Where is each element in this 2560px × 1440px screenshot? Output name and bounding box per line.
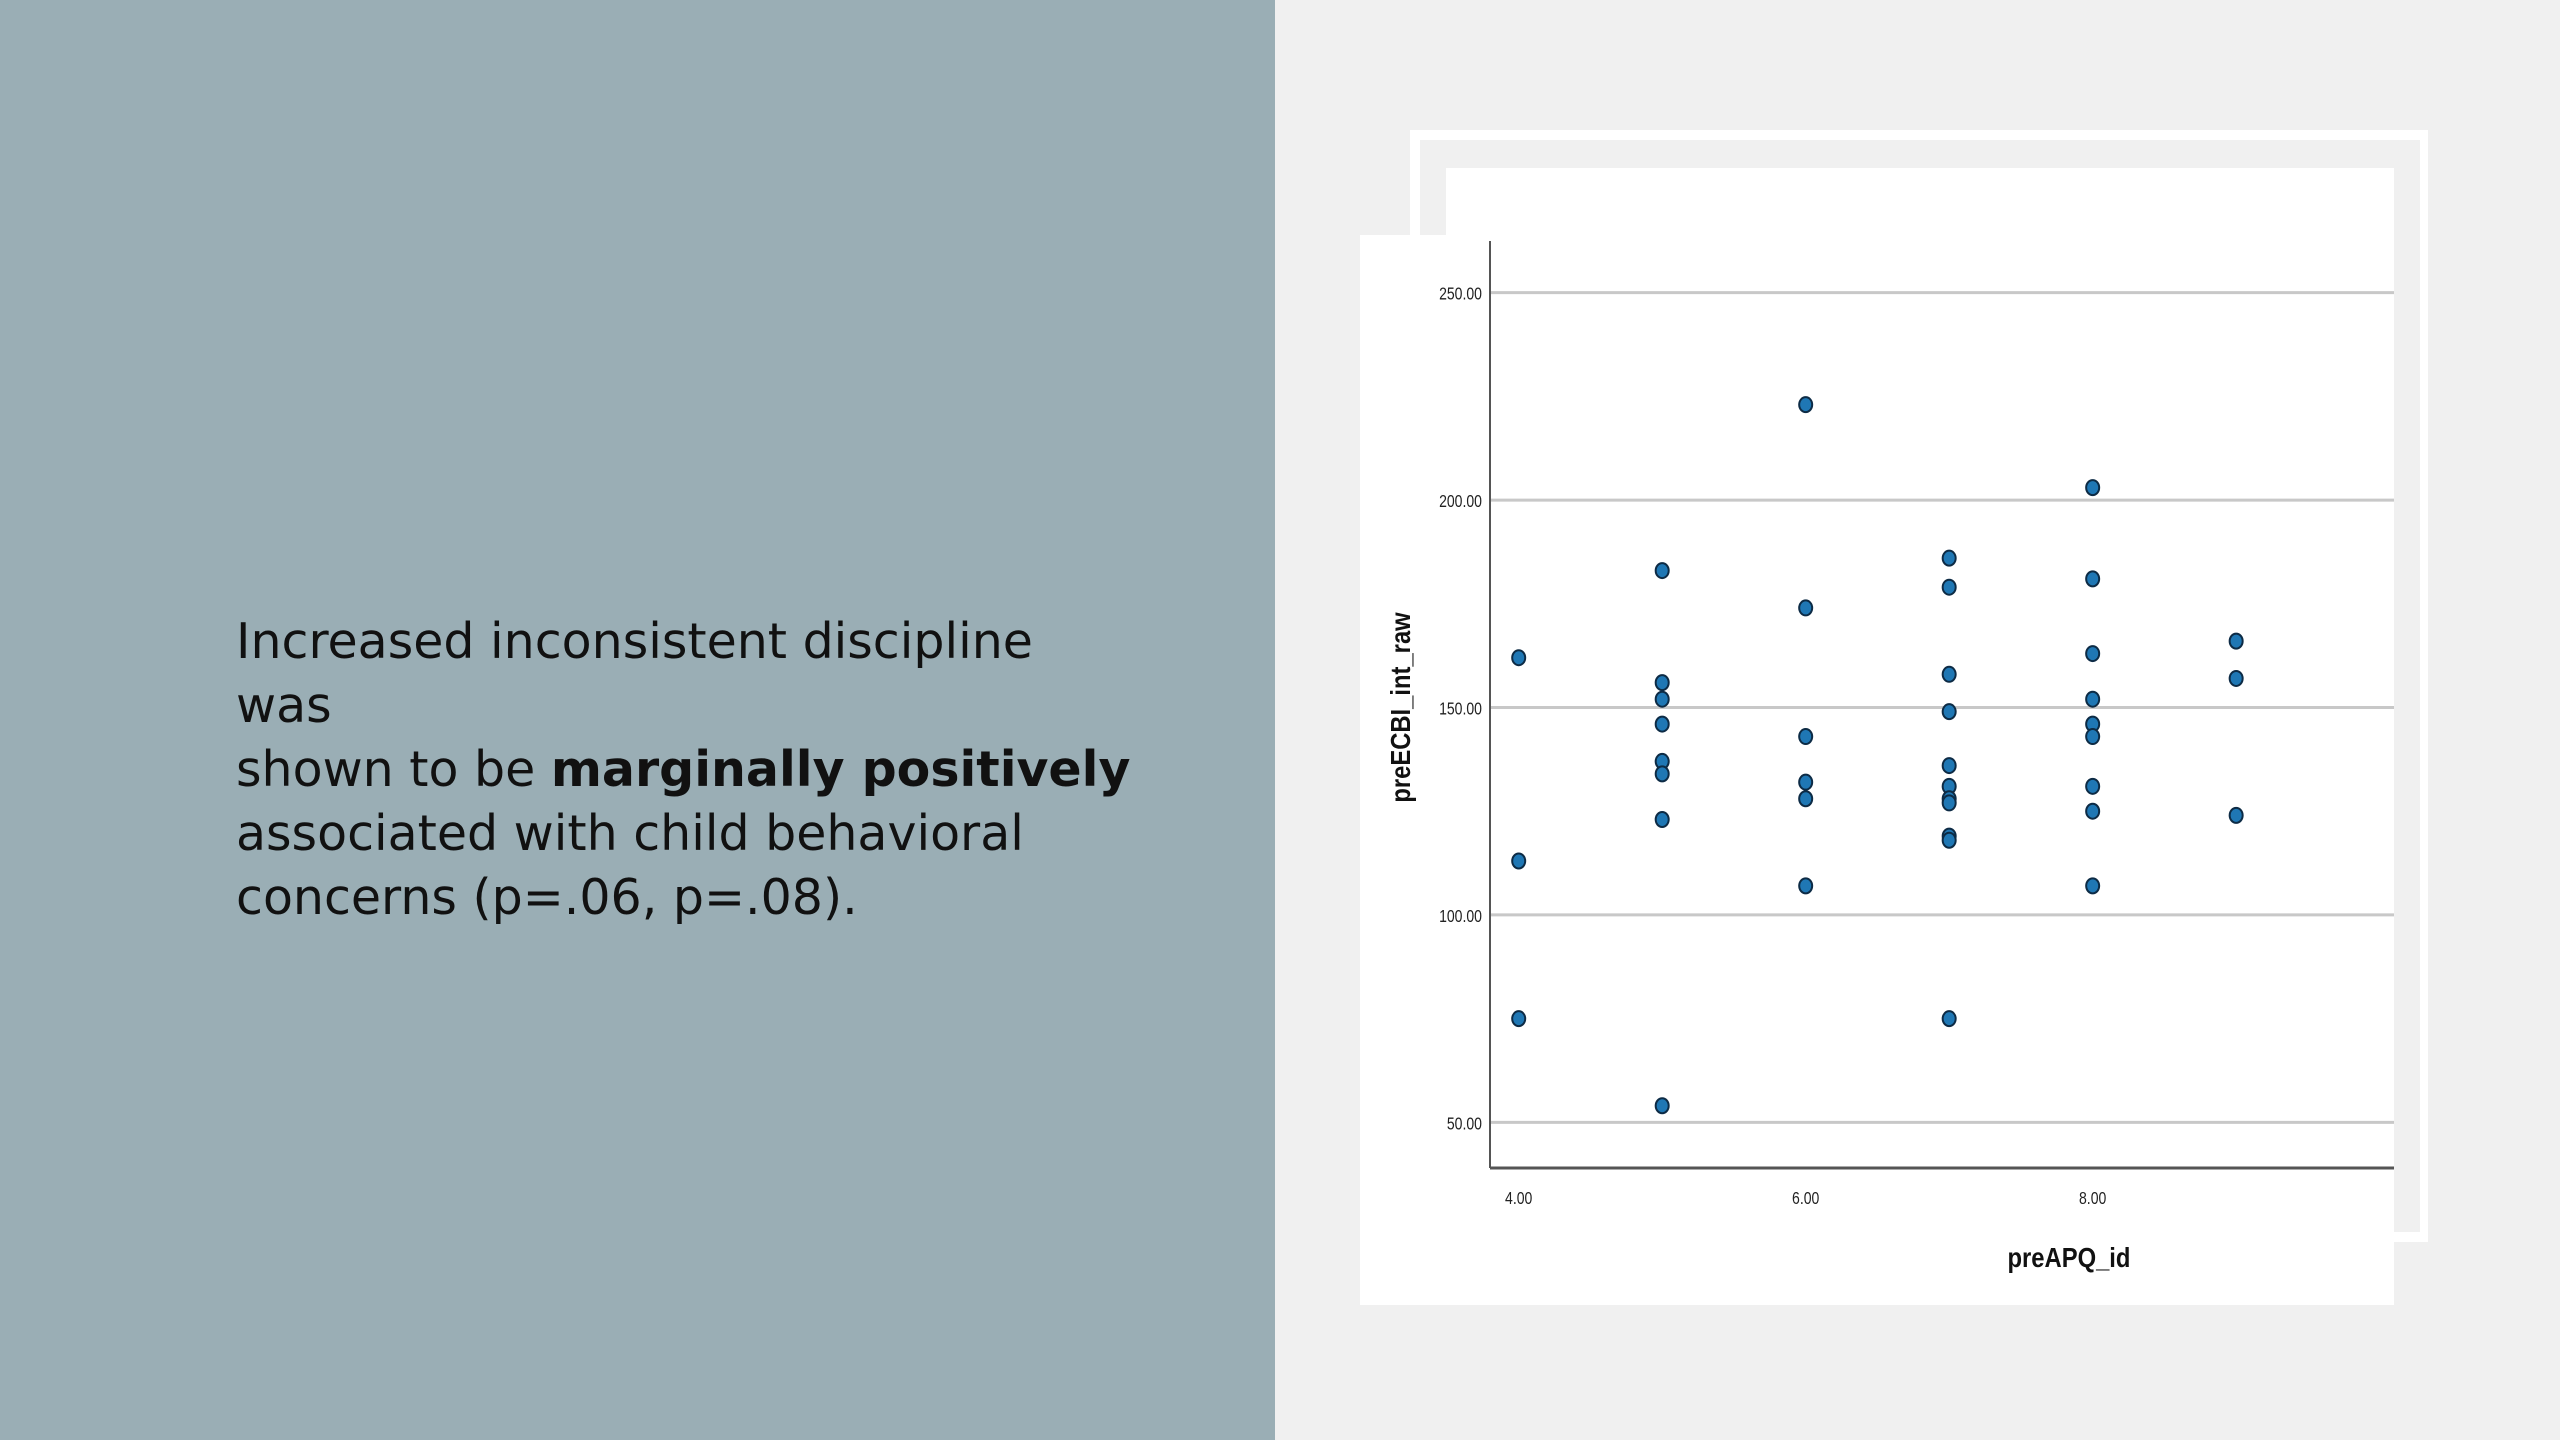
data-point	[1941, 665, 1957, 683]
summary-line-3: associated with child behavioral	[236, 805, 1024, 862]
data-point	[2085, 690, 2101, 708]
y-tick-label: 200.00	[1439, 491, 1482, 511]
summary-line-4: concerns (p=.06, p=.08).	[236, 869, 858, 926]
data-point	[1654, 562, 1670, 580]
x-tick-label: 6.00	[1792, 1188, 1819, 1208]
data-point	[2085, 570, 2101, 588]
data-point	[1654, 715, 1670, 733]
x-axis-title: preAPQ_id	[2008, 1241, 2131, 1273]
data-point	[1798, 599, 1814, 617]
data-point	[1941, 578, 1957, 596]
data-point	[2085, 802, 2101, 820]
data-point	[1941, 703, 1957, 721]
data-point	[1798, 773, 1814, 791]
data-point	[1941, 1010, 1957, 1028]
data-point	[1654, 674, 1670, 692]
data-point	[1511, 1010, 1527, 1028]
data-point	[1798, 790, 1814, 808]
x-tick-label: 4.00	[1505, 1188, 1532, 1208]
data-point	[1941, 794, 1957, 812]
data-point	[2085, 479, 2101, 497]
data-point	[1941, 831, 1957, 849]
scatter-chart: 50.00 100.00 150.00 200.00 250.00 4.00 6.00 8.0…	[1384, 241, 2394, 1273]
y-tick-label: 50.00	[1447, 1114, 1482, 1134]
data-point	[2228, 632, 2244, 650]
decorative-frame-card	[1446, 168, 2394, 248]
y-tick-label: 100.00	[1439, 906, 1482, 926]
summary-text: Increased inconsistent discipline was sh…	[236, 610, 1136, 930]
data-point	[1511, 649, 1527, 667]
data-point	[1654, 765, 1670, 783]
summary-line-2: shown to be marginally positively	[236, 738, 1136, 802]
data-point	[1654, 690, 1670, 708]
data-point	[1941, 549, 1957, 567]
data-point	[2228, 806, 2244, 824]
data-point	[2085, 728, 2101, 746]
left-panel: Increased inconsistent discipline was sh…	[0, 0, 1275, 1440]
data-point	[2085, 877, 2101, 895]
summary-line-1: Increased inconsistent discipline was	[236, 613, 1033, 734]
summary-line-2-prefix: shown to be	[236, 741, 551, 798]
data-point	[1798, 728, 1814, 746]
x-tick-label: 8.00	[2079, 1188, 2106, 1208]
y-axis-title: preECBI_int_raw	[1384, 612, 1416, 803]
data-point	[1798, 396, 1814, 414]
y-tick-label: 250.00	[1439, 284, 1482, 304]
data-point	[1654, 811, 1670, 829]
data-point	[1511, 852, 1527, 870]
data-point	[2085, 645, 2101, 663]
chart-card	[1360, 235, 2394, 1305]
y-tick-label: 150.00	[1439, 699, 1482, 719]
data-point	[2085, 777, 2101, 795]
data-point	[1798, 877, 1814, 895]
summary-emphasis: marginally positively	[550, 741, 1131, 798]
data-point	[1654, 1097, 1670, 1115]
data-point	[1941, 757, 1957, 775]
data-point	[2228, 669, 2244, 687]
